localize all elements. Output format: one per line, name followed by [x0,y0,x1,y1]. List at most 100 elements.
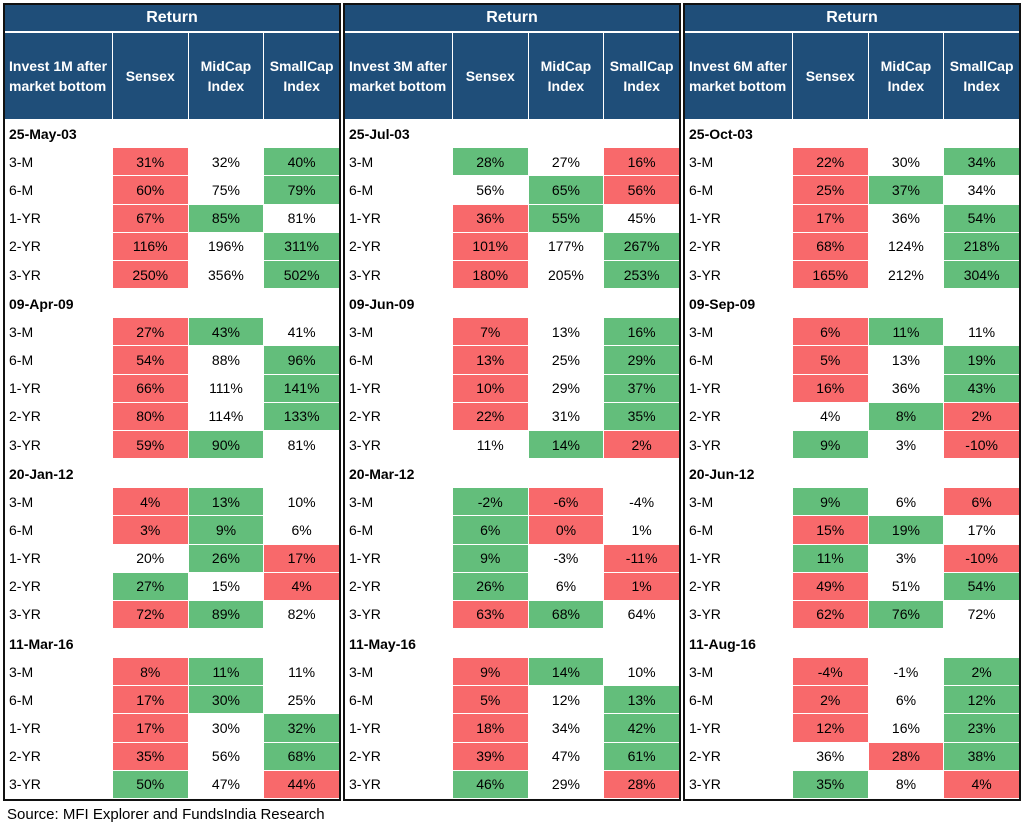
horizon-label: 1-YR [685,205,792,233]
return-cell: 75% [187,176,264,205]
return-cell: 6% [867,686,944,715]
return-cell: 3% [867,544,944,573]
table-row: 3-YR 9% 3% -10% [685,430,1019,460]
table-row: 1-YR 16% 36% 43% [685,374,1019,403]
return-cell: 502% [263,261,339,290]
return-header: Return [685,5,1019,34]
return-cell: 41% [263,318,339,347]
table-row: 2-YR 4% 8% 2% [685,402,1019,431]
horizon-label: 3-M [5,488,112,517]
return-cell: 81% [263,204,339,233]
index-header: SmallCap Index [603,33,679,120]
horizon-label: 3-M [345,658,452,687]
return-cell: 17% [263,544,339,573]
return-cell: 16% [791,374,868,403]
table-row: 1-YR 11% 3% -10% [685,544,1019,573]
return-cell: 11% [263,658,339,687]
table-row: 3-YR 46% 29% 28% [345,770,679,799]
return-header: Return [5,5,339,34]
return-cell: 28% [867,742,944,771]
return-cell: 43% [943,374,1019,403]
table-row: 2-YR 22% 31% 35% [345,402,679,431]
return-cell: -4% [791,658,868,687]
return-cell: 1% [603,516,679,545]
return-cell: 253% [603,261,679,290]
return-cell: 267% [603,232,679,261]
return-cell: 36% [867,374,944,403]
market-bottom-date: 20-Mar-12 [349,465,415,482]
return-cell: 25% [527,346,604,375]
table-row: 6-M 6% 0% 1% [345,516,679,545]
return-cell: 4% [111,488,188,517]
horizon-label: 3-M [345,318,452,347]
horizon-label: 1-YR [345,714,452,743]
return-header: Return [345,5,679,34]
panel-1: Return Invest 1M after market bottom Sense… [3,3,341,801]
table-row: 3-M 31% 32% 40% [5,148,339,177]
return-cell: 68% [263,742,339,771]
table-row: 6-M 54% 88% 96% [5,346,339,375]
return-cell: 47% [527,742,604,771]
horizon-label: 3-YR [5,261,112,290]
table-row: 2-YR 27% 15% 4% [5,572,339,601]
horizon-label: 3-YR [345,771,452,799]
horizon-label: 2-YR [5,573,112,601]
source-note: Source: MFI Explorer and FundsIndia Rese… [7,806,325,823]
return-cell: 2% [791,686,868,715]
table-row: 6-M 13% 25% 29% [345,346,679,375]
table-row: 6-M 2% 6% 12% [685,686,1019,715]
return-cell: 218% [943,232,1019,261]
return-cell: 124% [867,232,944,261]
table-row: 1-YR 17% 30% 32% [5,714,339,743]
returns-tables: Return Invest 1M after market bottom Sense… [3,3,1021,801]
return-cell: 2% [603,430,679,460]
return-cell: 13% [527,318,604,347]
return-cell: 36% [867,204,944,233]
table-row: 6-M 25% 37% 34% [685,176,1019,205]
return-cell: 51% [867,572,944,601]
table-row: 1-YR 9% -3% -11% [345,544,679,573]
return-cell: 9% [791,488,868,517]
table-row: 2-YR 35% 56% 68% [5,742,339,771]
market-bottom-date: 09-Jun-09 [349,295,415,312]
horizon-label: 3-YR [5,601,112,630]
return-cell: 15% [187,572,264,601]
horizon-label: 2-YR [5,743,112,771]
index-header: Sensex [111,33,188,120]
index-header: MidCap Index [867,33,944,120]
return-cell: 6% [263,516,339,545]
index-header: Sensex [791,33,868,120]
horizon-label: 6-M [685,176,792,205]
return-cell: 76% [867,600,944,630]
table-row: 1-YR 36% 55% 45% [345,204,679,233]
table-row: 3-M 4% 13% 10% [5,488,339,517]
return-cell: 6% [867,488,944,517]
return-cell: 13% [603,686,679,715]
return-cell: 17% [791,204,868,233]
horizon-label: 2-YR [685,743,792,771]
horizon-label: 1-YR [345,375,452,403]
return-cell: 304% [943,261,1019,290]
return-cell: 22% [791,148,868,177]
horizon-label: 6-M [5,176,112,205]
invest-period-header: Invest 3M after market bottom [349,58,448,95]
return-cell: 56% [603,176,679,205]
return-cell: 6% [943,488,1019,517]
return-cell: 80% [111,402,188,431]
return-cell: 59% [111,430,188,460]
return-cell: 11% [791,544,868,573]
horizon-label: 3-YR [5,431,112,460]
return-cell: -10% [943,544,1019,573]
horizon-label: 3-YR [345,601,452,630]
horizon-label: 3-M [345,148,452,177]
return-cell: 26% [187,544,264,573]
table-row: 3-M 9% 14% 10% [345,658,679,687]
return-cell: 14% [527,430,604,460]
table-row: 3-M 27% 43% 41% [5,318,339,347]
return-cell: 196% [187,232,264,261]
return-cell: 19% [943,346,1019,375]
market-bottom-date: 20-Jun-12 [689,465,755,482]
table-row: 1-YR 18% 34% 42% [345,714,679,743]
horizon-label: 6-M [5,686,112,715]
market-bottom-date: 25-May-03 [9,125,77,142]
